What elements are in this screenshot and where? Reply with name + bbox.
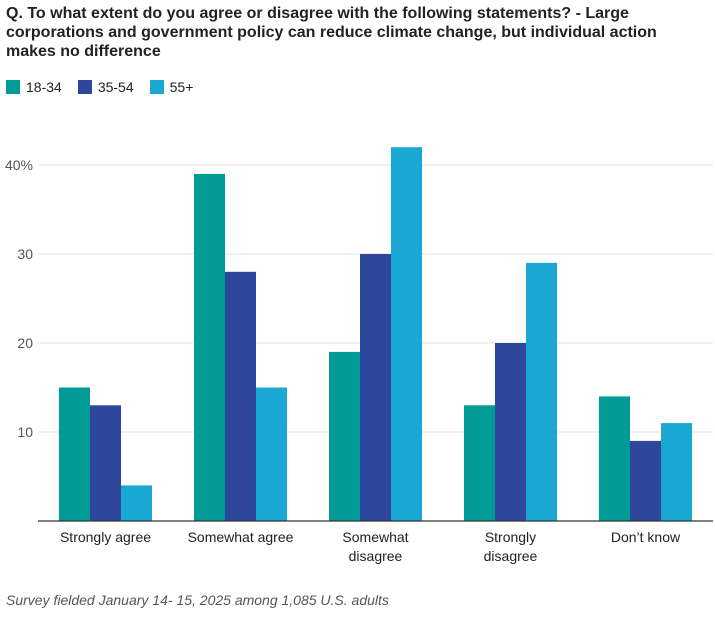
footnote: Survey fielded January 14- 15, 2025 amon… [6,592,389,608]
question-text: To what extent do you agree or disagree … [27,5,581,22]
bar-18-34 [599,396,630,521]
y-tick-label: 20 [17,335,33,351]
bar-55+ [661,423,692,521]
bar-55+ [256,387,287,521]
legend-item-55+: 55+ [149,79,194,95]
legend-label: 55+ [169,79,194,95]
legend-label: 35-54 [97,79,134,95]
y-tick-label: 10 [17,424,33,440]
bar-35-54 [225,271,256,521]
bar-35-54 [360,254,391,521]
x-tick-label: Somewhat agree [188,529,294,545]
bar-55+ [121,485,152,521]
legend-swatch [77,80,92,94]
chart-title: Q. To what extent do you agree or disagr… [6,4,706,61]
bar-18-34 [329,351,360,521]
x-tick-label: Don’t know [611,529,681,545]
x-tick-label: Somewhat disagree [342,529,408,564]
bar-35-54 [630,440,661,521]
x-tick-label: Strongly agree [60,529,151,545]
legend-swatch [149,80,164,94]
bar-18-34 [464,405,495,521]
question-label: Q. [6,5,23,22]
bar-35-54 [495,343,526,521]
legend-swatch [6,80,20,94]
legend-item-18-34: 18-34 [6,79,62,95]
bar-18-34 [59,387,90,521]
statement-text: Large corporations and government policy… [6,5,657,60]
bar-35-54 [90,405,121,521]
y-tick-label: 30 [17,246,33,262]
bar-55+ [391,147,422,521]
bar-18-34 [194,173,225,521]
legend-label: 18-34 [26,79,62,95]
x-tick-label: Strongly disagree [484,529,538,564]
bar-chart: 10 20 30 40% Strongly agree Somewhat agree Som… [5,147,713,564]
y-tick-label: 40% [5,157,33,173]
legend-item-35-54: 35-54 [77,79,134,95]
bar-55+ [526,262,557,521]
legend: 18-34 35-54 55+ [6,79,193,95]
